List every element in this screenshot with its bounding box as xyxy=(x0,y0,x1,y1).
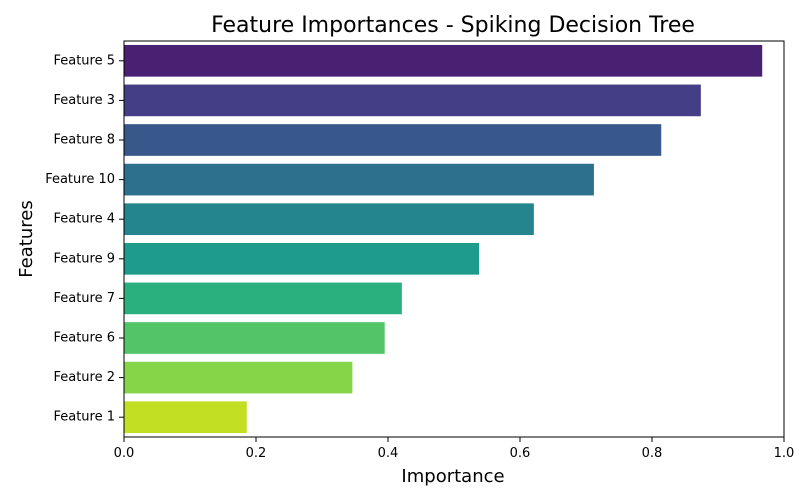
y-tick-label: Feature 6 xyxy=(53,331,115,346)
bar-feature-10 xyxy=(124,163,594,196)
bar-feature-2 xyxy=(124,361,353,394)
y-tick-label: Feature 10 xyxy=(45,172,115,187)
y-tick-label: Feature 8 xyxy=(53,133,115,148)
x-tick-label: 0.0 xyxy=(114,446,135,461)
bar-feature-7 xyxy=(124,282,402,315)
x-axis-title: Importance xyxy=(401,466,504,487)
y-tick-label: Feature 2 xyxy=(53,370,115,385)
chart-title: Feature Importances - Spiking Decision T… xyxy=(211,13,695,38)
y-tick-label: Feature 1 xyxy=(53,410,115,425)
x-tick-label: 0.8 xyxy=(642,446,663,461)
bar-feature-4 xyxy=(124,203,534,236)
bar-feature-1 xyxy=(124,401,247,434)
y-tick-label: Feature 3 xyxy=(53,93,115,108)
x-tick-label: 0.4 xyxy=(378,446,399,461)
bar-feature-8 xyxy=(124,124,662,156)
plot-frame xyxy=(123,40,785,438)
bar-feature-9 xyxy=(124,242,480,275)
bar-feature-3 xyxy=(124,84,701,117)
y-axis-title: Features xyxy=(16,200,37,277)
bars-group xyxy=(124,44,763,434)
bar-feature-6 xyxy=(124,322,385,354)
x-tick-label: 0.2 xyxy=(246,446,267,461)
x-axis-ticks: 0.0 0.2 0.4 0.6 0.8 1.0 xyxy=(114,437,795,461)
y-tick-label: Feature 5 xyxy=(53,53,115,68)
x-tick-label: 1.0 xyxy=(774,446,795,461)
y-axis-ticks: Feature 5 Feature 3 Feature 8 Feature 10 Fea… xyxy=(45,53,124,425)
bar-feature-5 xyxy=(124,44,763,77)
y-tick-label: Feature 7 xyxy=(53,291,115,306)
y-tick-label: Feature 4 xyxy=(53,212,115,227)
y-tick-label: Feature 9 xyxy=(53,251,115,266)
x-tick-label: 0.6 xyxy=(510,446,531,461)
